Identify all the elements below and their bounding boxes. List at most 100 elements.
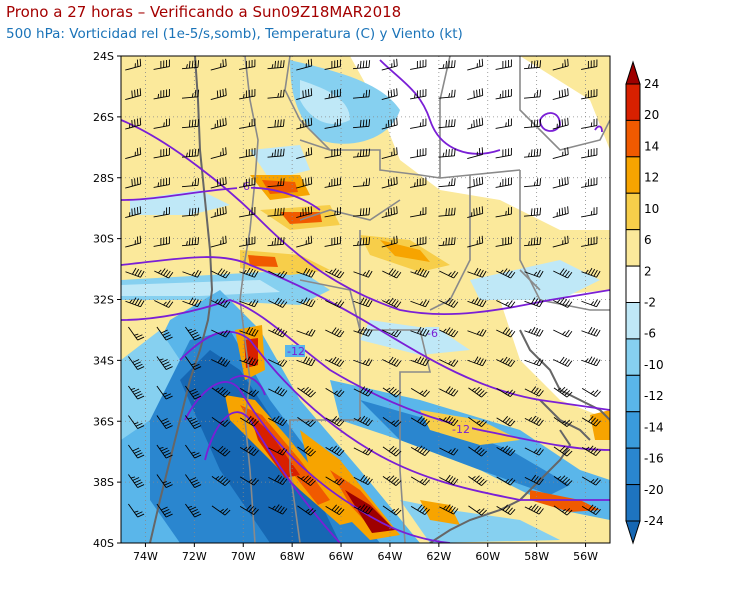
wind-barb <box>439 504 459 515</box>
wind-barb <box>153 88 170 100</box>
wind-barb <box>181 89 200 99</box>
wind-barb <box>267 178 285 188</box>
wind-barb <box>153 177 170 188</box>
wind-barb <box>210 117 227 130</box>
lat-tick-label: 26S <box>93 111 114 124</box>
wind-barb <box>523 237 542 247</box>
wind-barb <box>353 415 373 427</box>
wind-barb <box>524 297 544 308</box>
wind-barb <box>296 88 313 101</box>
wind-barb <box>496 268 516 279</box>
wind-barb <box>268 359 288 367</box>
wind-barb <box>496 327 516 338</box>
wind-barb <box>468 417 487 427</box>
wind-barb <box>553 505 573 516</box>
wind-barb <box>239 356 259 367</box>
wind-barb <box>156 444 173 459</box>
lon-tick-label: 66W <box>329 550 354 563</box>
wind-barb <box>267 119 285 129</box>
wind-barb <box>296 297 316 308</box>
colorbar-label: -16 <box>644 452 664 466</box>
wind-barb <box>239 206 256 218</box>
wind-barb <box>381 88 398 101</box>
lon-tick-label: 72W <box>182 550 207 563</box>
wind-barb <box>296 117 313 130</box>
wind-barb <box>352 178 371 188</box>
wind-barb <box>438 89 456 99</box>
wind-barb <box>185 385 202 400</box>
lon-tick-label: 62W <box>426 550 451 563</box>
wind-barb <box>324 118 341 129</box>
wind-barb <box>524 474 544 486</box>
wind-barb <box>181 60 200 70</box>
wind-barb <box>211 268 231 279</box>
wind-barb <box>296 328 316 337</box>
wind-barb <box>410 476 430 486</box>
map-subtitle: 500 hPa: Vorticidad rel (1e-5/s,somb), T… <box>6 26 463 42</box>
wind-barb <box>128 415 145 429</box>
wind-barb <box>553 297 573 308</box>
wind-barb <box>581 326 601 337</box>
wind-barb <box>524 326 544 337</box>
wind-barb <box>296 58 313 71</box>
wind-barb <box>353 447 373 456</box>
wind-barb <box>524 504 544 515</box>
lat-tick-label: 38S <box>93 476 114 489</box>
wind-barb <box>524 447 544 456</box>
wind-barb <box>297 386 316 398</box>
wind-barb <box>182 269 202 278</box>
wind-barb <box>325 445 345 457</box>
wind-barb <box>581 416 601 427</box>
wind-barb <box>352 237 371 247</box>
wind-barb <box>581 59 598 70</box>
colorbar-label: -2 <box>644 296 656 310</box>
wind-barb <box>324 206 341 218</box>
colorbar-label: -6 <box>644 327 656 341</box>
colorbar-segment <box>625 156 641 194</box>
wind-barb <box>352 119 371 129</box>
wind-barb <box>211 356 231 367</box>
wind-barb <box>496 416 516 427</box>
wind-barb <box>185 503 202 518</box>
wind-barb <box>185 474 202 488</box>
wind-barb <box>381 176 398 189</box>
wind-barb <box>410 356 430 367</box>
lat-tick-label: 28S <box>93 172 114 185</box>
wind-barb <box>552 147 569 160</box>
wind-barb <box>496 504 516 516</box>
colorbar-label: -24 <box>644 514 664 528</box>
wind-barb <box>523 60 542 70</box>
wind-barb <box>296 356 316 367</box>
wind-barb <box>553 329 573 338</box>
wind-barb <box>353 504 373 515</box>
wind-barb <box>181 178 200 188</box>
colorbar-label: 12 <box>644 171 659 185</box>
wind-barb <box>125 297 145 308</box>
wind-barb <box>467 176 484 189</box>
wind-barb <box>153 147 170 159</box>
colorbar-segment <box>625 119 641 158</box>
wind-barb <box>267 237 285 247</box>
wind-barb <box>210 88 227 101</box>
colorbar-segment <box>625 411 641 449</box>
colorbar-label: -20 <box>644 483 664 497</box>
wind-barb <box>125 206 142 219</box>
wind-barb <box>211 417 231 427</box>
wind-barb <box>156 415 173 429</box>
wind-barb <box>553 445 573 457</box>
wind-barb <box>239 445 259 457</box>
wind-barb <box>581 147 598 159</box>
wind-barb <box>495 177 512 188</box>
wind-barb <box>410 147 427 159</box>
wind-barb <box>267 89 285 99</box>
wind-barb <box>382 475 402 486</box>
wind-barb <box>153 59 170 70</box>
contour-label: -6 <box>427 327 438 340</box>
wind-barb <box>239 299 259 308</box>
wind-barb <box>467 267 487 278</box>
wind-barb <box>581 236 598 247</box>
wind-barb <box>381 117 398 130</box>
wind-barb <box>581 177 598 188</box>
wind-barb <box>352 89 371 99</box>
